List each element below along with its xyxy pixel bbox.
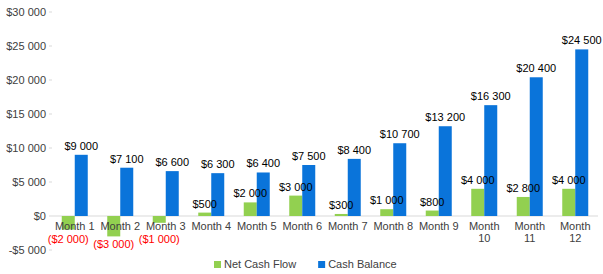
data-label: $4 000 <box>461 174 495 186</box>
data-label: ($1 000) <box>139 233 180 245</box>
y-tick-label: $0 <box>34 210 46 222</box>
data-label: $13 200 <box>425 111 465 123</box>
x-tick-label-line: Month <box>560 220 591 232</box>
y-tick <box>49 12 52 13</box>
data-label: $1 000 <box>370 194 404 206</box>
bar <box>575 49 588 216</box>
y-tick <box>49 46 52 47</box>
y-tick-label: $10 000 <box>6 142 46 154</box>
bar <box>198 213 211 216</box>
legend: Net Cash Flow Cash Balance <box>214 258 397 270</box>
bar <box>335 214 348 216</box>
bar <box>75 155 88 216</box>
x-tick-label: Month 5 <box>237 220 277 232</box>
x-tick-label: Month 8 <box>373 220 413 232</box>
bar <box>380 209 393 216</box>
y-tick-label: $20 000 <box>6 74 46 86</box>
y-tick-label: $25 000 <box>6 40 46 52</box>
y-tick-label: $15 000 <box>6 108 46 120</box>
legend-label: Net Cash Flow <box>224 258 296 270</box>
x-tick-label-line: Month <box>514 220 545 232</box>
y-tick-label: $5 000 <box>12 176 46 188</box>
y-tick <box>49 80 52 81</box>
data-label: $2 800 <box>506 182 540 194</box>
bars <box>62 49 589 236</box>
bar <box>471 189 484 216</box>
bar <box>244 202 257 216</box>
y-tick <box>49 148 52 149</box>
x-tick-label-line: Month <box>469 220 500 232</box>
data-label: $800 <box>420 196 444 208</box>
data-label: $9 000 <box>64 140 98 152</box>
data-label: $7 100 <box>110 153 144 165</box>
bar <box>426 211 439 216</box>
data-label: $10 700 <box>380 128 420 140</box>
bar <box>289 196 302 216</box>
x-tick-label: Month11 <box>514 220 545 244</box>
legend-label: Cash Balance <box>328 258 397 270</box>
x-tick-label: Month12 <box>560 220 591 244</box>
x-tick-label-line: 11 <box>524 232 535 244</box>
y-tick-label: $30 000 <box>6 6 46 18</box>
y-tick <box>49 182 52 183</box>
data-label: $24 500 <box>562 34 602 46</box>
x-tick-label: Month 1 <box>55 220 95 232</box>
labels: ($2 000) ($3 000) ($1 000) $500 $2 000 $3 000… <box>48 34 602 250</box>
data-label: $6 400 <box>246 157 280 169</box>
data-label: $8 400 <box>337 144 371 156</box>
bar <box>484 105 497 216</box>
data-label: $7 500 <box>292 150 326 162</box>
x-tick-label: Month 2 <box>100 220 140 232</box>
y-tick-label: -$5 000 <box>9 244 46 256</box>
bar <box>530 77 543 216</box>
chart: -$5 000 $0 $5 000 $10 000 $15 000 $20 000 $25 … <box>0 0 603 274</box>
bar <box>166 171 179 216</box>
data-label: $6 300 <box>201 158 235 170</box>
bar <box>517 197 530 216</box>
x-tick-label: Month 4 <box>191 220 231 232</box>
y-tick <box>49 250 52 251</box>
x-tick-label: Month 6 <box>282 220 322 232</box>
zero-line <box>52 216 598 217</box>
y-tick <box>49 216 52 217</box>
x-tick-label-line: 12 <box>569 232 581 244</box>
x-tick-label: Month 9 <box>419 220 459 232</box>
legend-swatch <box>318 261 325 268</box>
data-label: $3 000 <box>279 181 313 193</box>
y-tick <box>49 114 52 115</box>
data-label: $4 000 <box>552 174 586 186</box>
legend-swatch <box>214 261 221 268</box>
data-label: $16 300 <box>471 90 511 102</box>
data-label: $6 600 <box>155 156 189 168</box>
x-tick-label: Month10 <box>469 220 500 244</box>
data-label: ($3 000) <box>93 238 134 250</box>
data-label: $500 <box>193 198 217 210</box>
data-label: ($2 000) <box>48 233 89 245</box>
x-tick-label-line: 10 <box>478 232 490 244</box>
data-label: $300 <box>329 199 353 211</box>
data-label: $2 000 <box>233 187 267 199</box>
bar <box>562 189 575 216</box>
bar <box>120 168 133 216</box>
data-label: $20 400 <box>516 62 556 74</box>
x-tick-label: Month 3 <box>146 220 186 232</box>
x-tick-label: Month 7 <box>328 220 368 232</box>
